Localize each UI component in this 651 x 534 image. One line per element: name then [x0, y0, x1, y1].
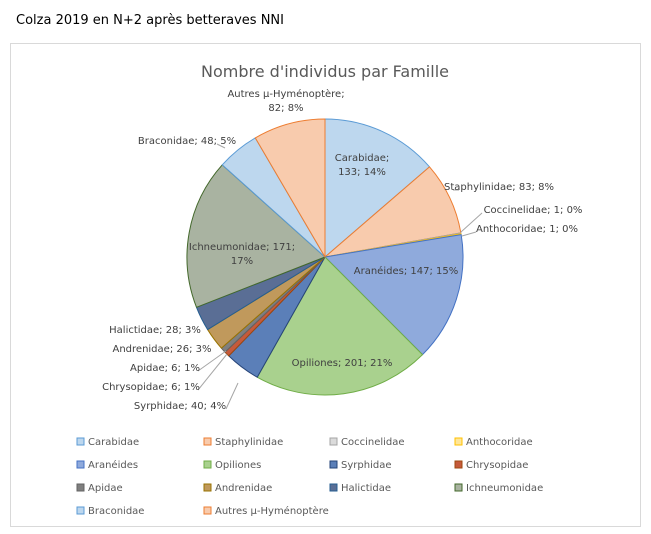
legend-label-braconidae: Braconidae [88, 506, 144, 517]
legend-label-anthocoridae: Anthocoridae [466, 437, 533, 448]
legend-label-apidae: Apidae [88, 483, 123, 494]
data-label-araneides: Aranéides; 147; 15% [354, 265, 458, 277]
data-label-coccinelidae: Coccinelidae; 1; 0% [484, 205, 583, 216]
legend-label-ichneumonidae: Ichneumonidae [466, 483, 543, 494]
legend-swatch-anthocoridae [454, 437, 463, 446]
legend-item-staphylinidae: Staphylinidae [203, 437, 283, 448]
leader-line-anthocoridae [461, 231, 477, 237]
data-label-syrphidae: Syrphidae; 40; 4% [134, 401, 226, 412]
legend-label-autres-hymenoptere: Autres µ-Hyménoptère [215, 505, 329, 517]
legend-swatch-andrenidae [203, 483, 212, 492]
legend-item-autres-hymenoptere: Autres µ-Hyménoptère [203, 505, 329, 517]
data-label-chrysopidae: Chrysopidae; 6; 1% [102, 382, 200, 393]
slice-araneides [324, 234, 464, 356]
legend-label-andrenidae: Andrenidae [215, 483, 272, 494]
leader-line-braconidae [216, 143, 226, 149]
data-label-ichneumonidae: Ichneumonidae; 171; 17% [189, 242, 295, 267]
leader-line-apidae [197, 350, 227, 372]
legend-swatch-braconidae [76, 506, 85, 515]
legend-item-araneides: Aranéides [76, 459, 138, 471]
legend-item-chrysopidae: Chrysopidae [454, 460, 528, 471]
legend-item-opiliones: Opiliones [203, 460, 261, 471]
legend-item-anthocoridae: Anthocoridae [454, 437, 533, 448]
legend-swatch-halictidae [329, 483, 338, 492]
legend-item-apidae: Apidae [76, 483, 123, 494]
legend-swatch-araneides [76, 460, 85, 469]
legend-item-andrenidae: Andrenidae [203, 483, 272, 494]
leader-lines [197, 143, 483, 410]
legend-label-coccinelidae: Coccinelidae [341, 437, 405, 448]
leader-line-syrphidae [225, 382, 239, 410]
legend-label-carabidae: Carabidae [88, 437, 139, 448]
legend-swatch-ichneumonidae [454, 483, 463, 492]
data-label-opiliones: Opiliones; 201; 21% [292, 358, 393, 369]
legend-item-syrphidae: Syrphidae [329, 460, 391, 471]
data-label-anthocoridae: Anthocoridae; 1; 0% [476, 224, 578, 235]
legend-label-opiliones: Opiliones [215, 460, 261, 471]
legend-label-syrphidae: Syrphidae [341, 460, 391, 471]
legend-swatch-autres-hymenoptere [203, 506, 212, 515]
legend-label-chrysopidae: Chrysopidae [466, 460, 528, 471]
slice-ichneumonidae [186, 164, 326, 308]
legend-label-halictidae: Halictidae [341, 483, 391, 494]
legend-label-araneides: Aranéides [88, 459, 138, 471]
pie-slices [186, 118, 464, 396]
legend-swatch-staphylinidae [203, 437, 212, 446]
leader-line-coccinelidae [460, 212, 483, 233]
slice-autres-hymenoptere [254, 118, 326, 258]
data-label-halictidae: Halictidae; 28; 3% [109, 325, 201, 336]
data-label-staphylinidae: Staphylinidae; 83; 8% [444, 182, 554, 193]
chart-title: Nombre d'individus par Famille [201, 62, 449, 81]
data-label-apidae: Apidae; 6; 1% [130, 363, 200, 374]
legend-label-staphylinidae: Staphylinidae [215, 437, 283, 448]
data-label-andrenidae: Andrenidae; 26; 3% [113, 344, 212, 355]
page-title: Colza 2019 en N+2 après betteraves NNI [16, 13, 284, 28]
legend-swatch-coccinelidae [329, 437, 338, 446]
legend-swatch-opiliones [203, 460, 212, 469]
legend-item-braconidae: Braconidae [76, 506, 144, 517]
legend-item-halictidae: Halictidae [329, 483, 391, 494]
leader-line-chrysopidae [197, 353, 228, 391]
legend: Carabidae Staphylinidae Coccinelidae Anthoc… [76, 437, 543, 517]
legend-swatch-syrphidae [329, 460, 338, 469]
legend-item-ichneumonidae: Ichneumonidae [454, 483, 543, 494]
slice-carabidae [324, 118, 430, 258]
data-label-carabidae: Carabidae; 133; 14% [335, 153, 389, 178]
data-label-braconidae: Braconidae; 48; 5% [138, 136, 236, 147]
legend-swatch-carabidae [76, 437, 85, 446]
legend-item-coccinelidae: Coccinelidae [329, 437, 405, 448]
legend-swatch-apidae [76, 483, 85, 492]
legend-swatch-chrysopidae [454, 460, 463, 469]
data-labels: Carabidae; 133; 14% Staphylinidae; 83; 8% C… [102, 88, 582, 412]
slice-opiliones [256, 256, 423, 396]
data-label-autres-hymenoptere: Autres µ-Hyménoptère; 82; 8% [227, 88, 344, 114]
legend-item-carabidae: Carabidae [76, 437, 139, 448]
